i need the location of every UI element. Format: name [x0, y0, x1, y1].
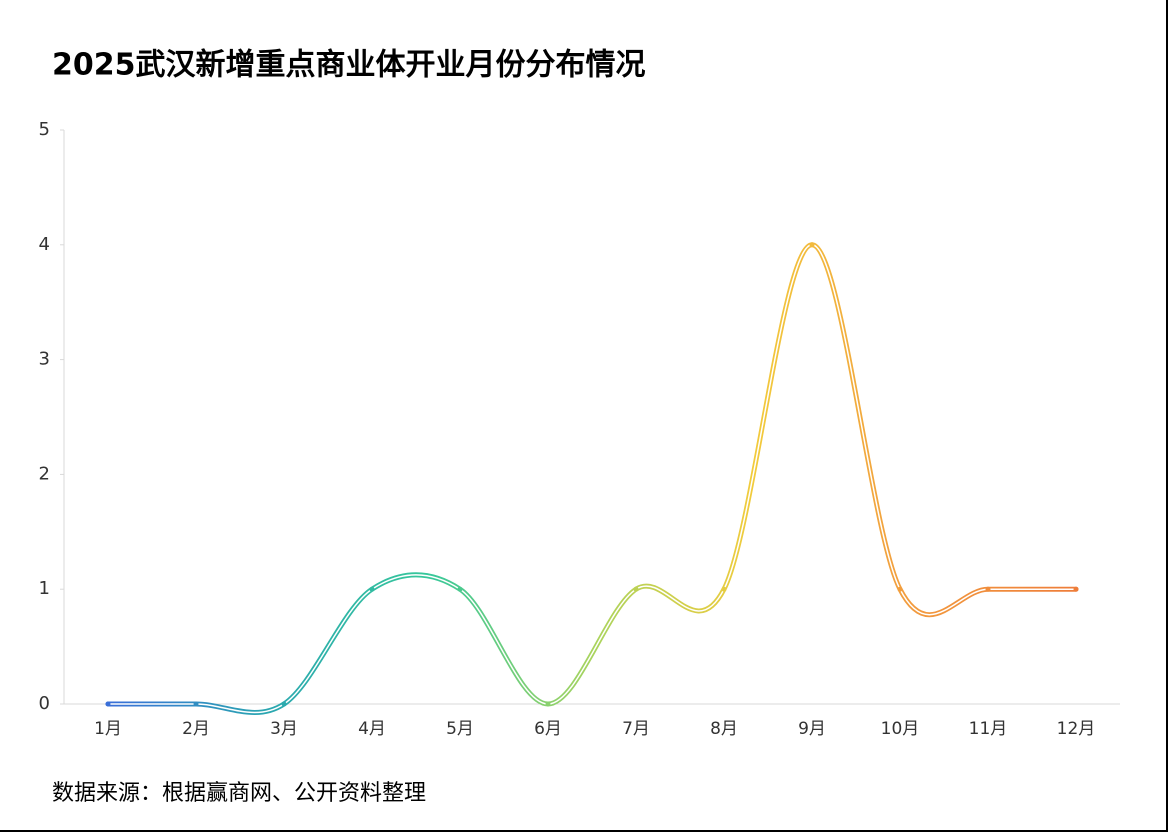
- x-tick-label: 12月: [1057, 719, 1096, 739]
- y-tick-label: 3: [39, 349, 50, 370]
- series-line: [105, 242, 1079, 715]
- x-tick-label: 10月: [881, 719, 920, 739]
- x-tick-label: 5月: [446, 719, 474, 739]
- data-point: [105, 701, 111, 707]
- data-point: [633, 586, 639, 592]
- x-tick-label: 3月: [270, 719, 298, 739]
- y-tick-label: 5: [39, 119, 50, 140]
- y-tick-label: 0: [39, 693, 50, 714]
- y-tick-label: 4: [39, 234, 50, 255]
- data-point: [369, 586, 375, 592]
- chart-title: 2025武汉新增重点商业体开业月份分布情况: [52, 48, 646, 83]
- x-tick-label: 4月: [358, 719, 386, 739]
- y-tick-label: 2: [39, 463, 50, 484]
- data-point: [545, 701, 551, 707]
- data-point: [1073, 586, 1079, 592]
- x-tick-label: 7月: [622, 719, 650, 739]
- data-point: [457, 586, 463, 592]
- series-line-highlight: [107, 244, 1076, 714]
- x-tick-label: 11月: [969, 719, 1008, 739]
- x-tick-label: 8月: [710, 719, 738, 739]
- y-tick-label: 1: [39, 578, 50, 599]
- x-tick-label: 6月: [534, 719, 562, 739]
- data-point: [809, 242, 815, 248]
- x-tick-label: 2月: [182, 719, 210, 739]
- x-tick-label: 9月: [798, 719, 826, 739]
- data-point: [193, 701, 199, 707]
- data-point: [985, 586, 991, 592]
- data-point: [897, 586, 903, 592]
- data-point: [721, 586, 727, 592]
- data-point: [281, 701, 287, 707]
- x-tick-label: 1月: [94, 719, 122, 739]
- source-note: 数据来源：根据赢商网、公开资料整理: [52, 781, 426, 806]
